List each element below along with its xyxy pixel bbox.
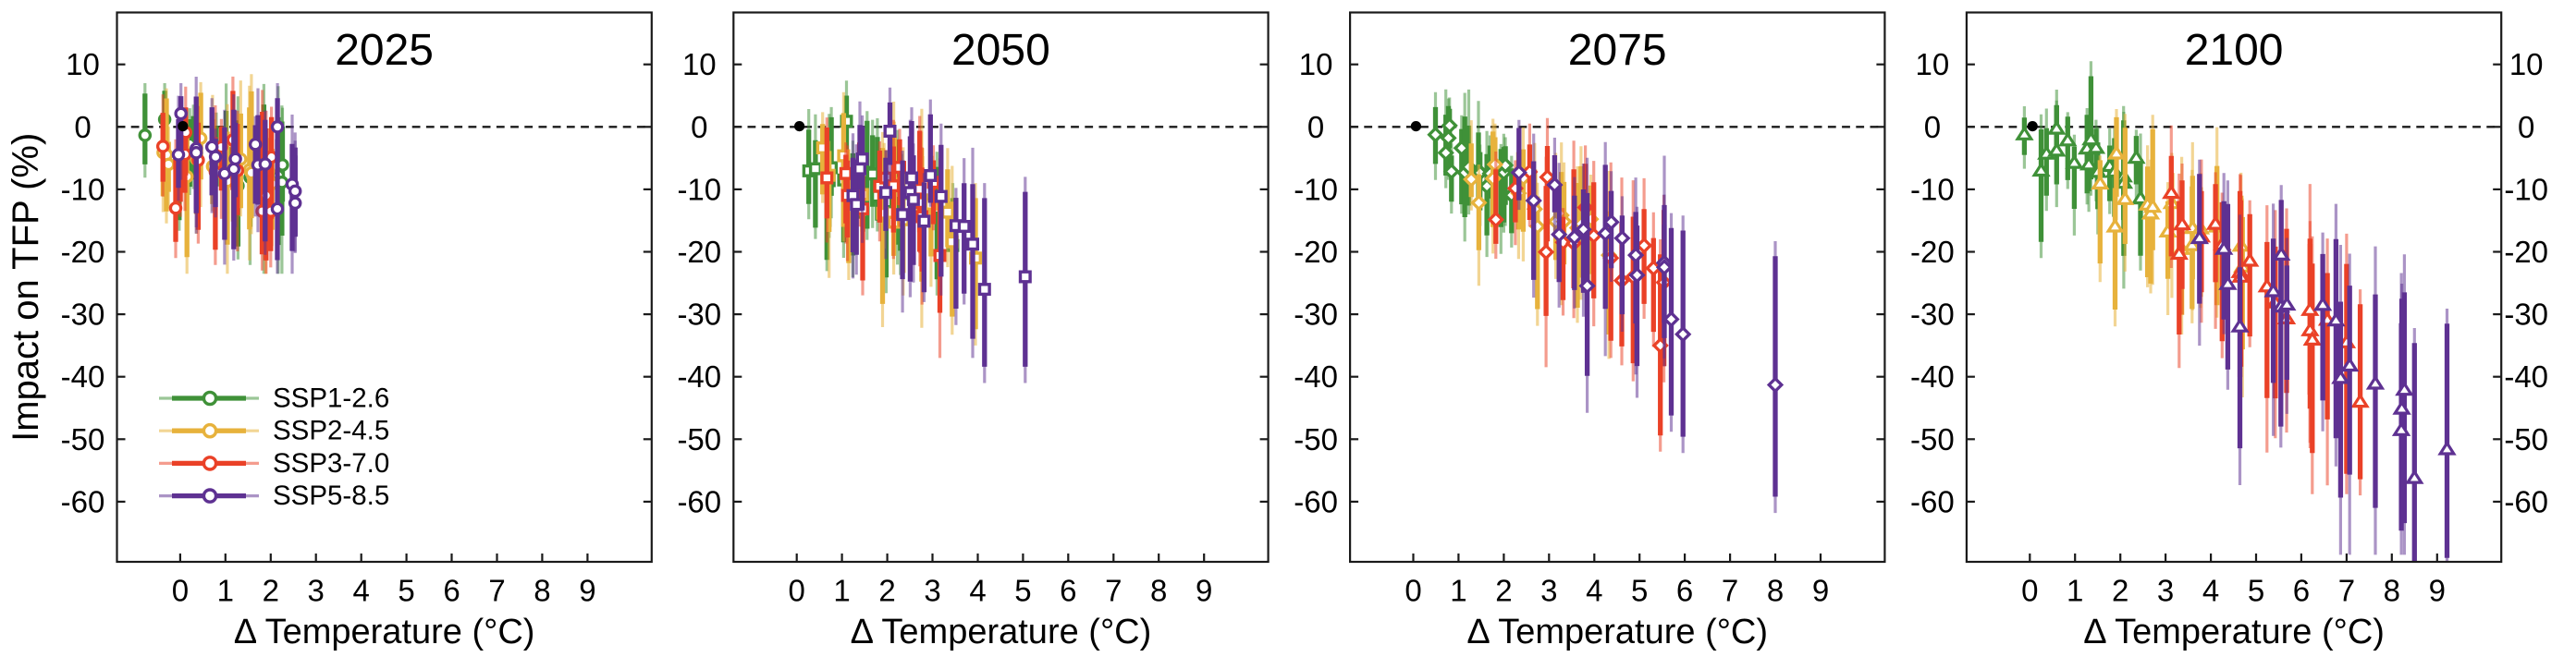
svg-text:2100: 2100 bbox=[2185, 26, 2284, 75]
svg-text:-10: -10 bbox=[677, 172, 721, 206]
svg-text:10: 10 bbox=[1299, 47, 1333, 81]
svg-text:9: 9 bbox=[1196, 574, 1212, 608]
svg-text:7: 7 bbox=[488, 574, 505, 608]
svg-text:-20: -20 bbox=[2504, 235, 2548, 269]
svg-text:-10: -10 bbox=[1294, 172, 1338, 206]
svg-text:10: 10 bbox=[682, 47, 717, 81]
svg-text:2: 2 bbox=[878, 574, 895, 608]
svg-text:3: 3 bbox=[924, 574, 940, 608]
svg-text:9: 9 bbox=[2429, 574, 2446, 608]
svg-text:4: 4 bbox=[969, 574, 986, 608]
svg-text:8: 8 bbox=[534, 574, 550, 608]
svg-text:0: 0 bbox=[789, 574, 805, 608]
svg-text:-30: -30 bbox=[1910, 298, 1955, 332]
svg-text:8: 8 bbox=[1150, 574, 1167, 608]
svg-text:-30: -30 bbox=[2504, 298, 2548, 332]
svg-text:-20: -20 bbox=[677, 235, 721, 269]
svg-text:-40: -40 bbox=[677, 359, 721, 394]
svg-text:2075: 2075 bbox=[1568, 26, 1667, 75]
svg-text:-60: -60 bbox=[1910, 484, 1955, 518]
svg-text:Impact on TFP (%): Impact on TFP (%) bbox=[6, 133, 46, 442]
svg-text:0: 0 bbox=[2518, 110, 2534, 144]
svg-text:5: 5 bbox=[1014, 574, 1031, 608]
svg-text:10: 10 bbox=[66, 47, 100, 81]
svg-text:Δ Temperature (°C): Δ Temperature (°C) bbox=[1466, 613, 1768, 651]
svg-text:0: 0 bbox=[172, 574, 189, 608]
svg-text:2: 2 bbox=[263, 574, 279, 608]
svg-text:Δ Temperature (°C): Δ Temperature (°C) bbox=[2083, 613, 2385, 651]
svg-text:SSP1-2.6: SSP1-2.6 bbox=[273, 383, 389, 414]
svg-text:2025: 2025 bbox=[335, 26, 434, 75]
svg-text:-50: -50 bbox=[1910, 422, 1955, 456]
svg-text:-10: -10 bbox=[61, 172, 105, 206]
svg-text:SSP5-8.5: SSP5-8.5 bbox=[273, 481, 389, 511]
svg-text:9: 9 bbox=[1812, 574, 1829, 608]
svg-text:SSP3-7.0: SSP3-7.0 bbox=[273, 448, 389, 479]
svg-text:3: 3 bbox=[2157, 574, 2174, 608]
svg-text:-20: -20 bbox=[61, 235, 105, 269]
svg-text:3: 3 bbox=[308, 574, 325, 608]
svg-text:0: 0 bbox=[1307, 110, 1324, 144]
svg-text:SSP2-4.5: SSP2-4.5 bbox=[273, 416, 389, 446]
svg-text:8: 8 bbox=[2384, 574, 2400, 608]
svg-text:1: 1 bbox=[217, 574, 234, 608]
svg-text:-60: -60 bbox=[61, 484, 105, 518]
svg-text:-10: -10 bbox=[2504, 172, 2548, 206]
svg-text:-20: -20 bbox=[1294, 235, 1338, 269]
svg-text:9: 9 bbox=[579, 574, 595, 608]
svg-text:6: 6 bbox=[2293, 574, 2310, 608]
svg-text:1: 1 bbox=[2067, 574, 2083, 608]
svg-text:-20: -20 bbox=[1910, 235, 1955, 269]
svg-text:6: 6 bbox=[1676, 574, 1693, 608]
svg-text:0: 0 bbox=[1405, 574, 1421, 608]
svg-text:-50: -50 bbox=[1294, 422, 1338, 456]
svg-text:0: 0 bbox=[691, 110, 707, 144]
svg-text:4: 4 bbox=[353, 574, 370, 608]
svg-text:-30: -30 bbox=[61, 298, 105, 332]
svg-text:10: 10 bbox=[2509, 47, 2544, 81]
svg-text:7: 7 bbox=[1105, 574, 1122, 608]
svg-text:5: 5 bbox=[1631, 574, 1648, 608]
svg-text:4: 4 bbox=[2202, 574, 2219, 608]
svg-text:Δ Temperature (°C): Δ Temperature (°C) bbox=[851, 613, 1152, 651]
svg-text:-50: -50 bbox=[61, 422, 105, 456]
svg-text:0: 0 bbox=[74, 110, 91, 144]
svg-text:1: 1 bbox=[1450, 574, 1466, 608]
svg-text:10: 10 bbox=[1916, 47, 1950, 81]
svg-text:-30: -30 bbox=[1294, 298, 1338, 332]
svg-text:3: 3 bbox=[1540, 574, 1557, 608]
svg-text:5: 5 bbox=[2248, 574, 2264, 608]
svg-text:6: 6 bbox=[1060, 574, 1076, 608]
svg-text:-50: -50 bbox=[2504, 422, 2548, 456]
svg-text:-10: -10 bbox=[1910, 172, 1955, 206]
svg-text:-60: -60 bbox=[2504, 484, 2548, 518]
svg-text:0: 0 bbox=[2021, 574, 2038, 608]
svg-text:-40: -40 bbox=[61, 359, 105, 394]
svg-text:-40: -40 bbox=[1910, 359, 1955, 394]
svg-text:7: 7 bbox=[1722, 574, 1738, 608]
svg-text:0: 0 bbox=[1924, 110, 1941, 144]
svg-text:7: 7 bbox=[2338, 574, 2355, 608]
svg-text:-40: -40 bbox=[2504, 359, 2548, 394]
svg-text:2: 2 bbox=[2112, 574, 2128, 608]
svg-text:-50: -50 bbox=[677, 422, 721, 456]
svg-text:-60: -60 bbox=[677, 484, 721, 518]
svg-text:2050: 2050 bbox=[951, 26, 1050, 75]
svg-text:8: 8 bbox=[1767, 574, 1784, 608]
svg-text:6: 6 bbox=[443, 574, 460, 608]
svg-text:4: 4 bbox=[1586, 574, 1602, 608]
svg-text:2: 2 bbox=[1495, 574, 1512, 608]
svg-text:Δ Temperature (°C): Δ Temperature (°C) bbox=[234, 613, 535, 651]
svg-text:-40: -40 bbox=[1294, 359, 1338, 394]
svg-text:5: 5 bbox=[398, 574, 414, 608]
svg-text:-60: -60 bbox=[1294, 484, 1338, 518]
svg-text:-30: -30 bbox=[677, 298, 721, 332]
svg-text:1: 1 bbox=[833, 574, 850, 608]
